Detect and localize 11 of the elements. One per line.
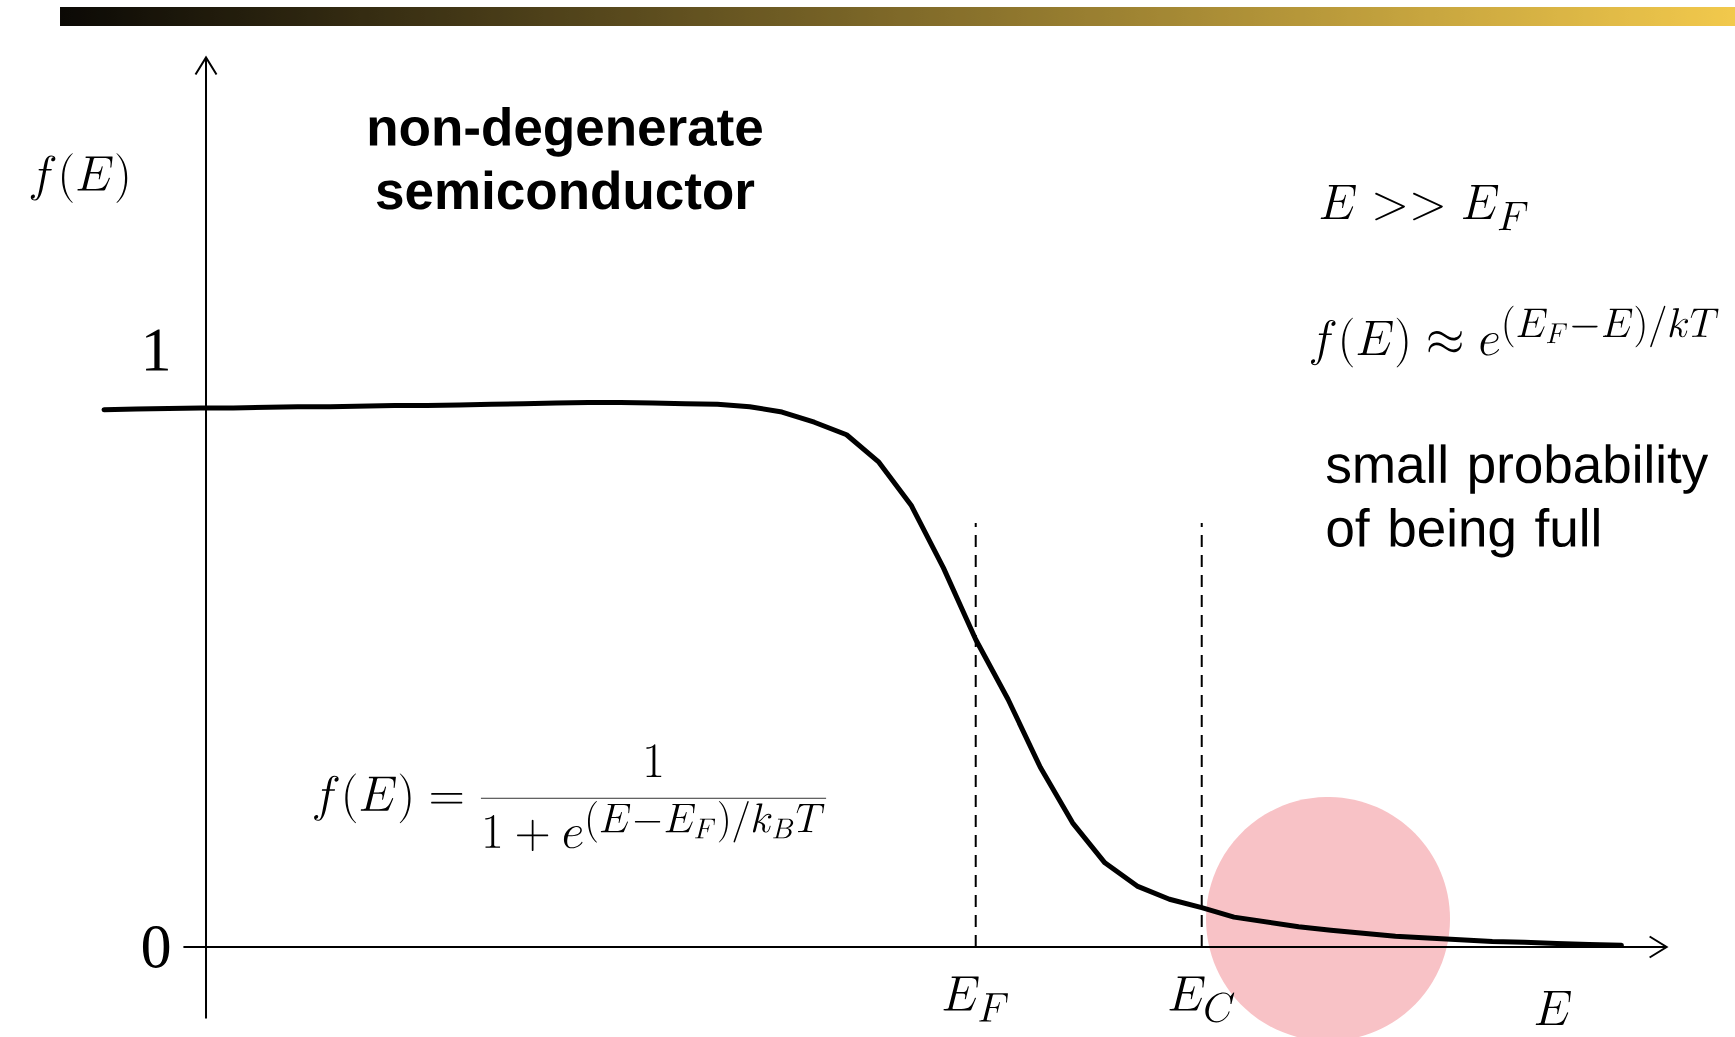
y-tick-label: 1: [146, 329, 168, 371]
annotation: $f(E)=\frac{1}{1+e^{(E-E_F)/k_BT}}$: [314, 744, 827, 852]
text: non-degenerate semiconductor: [369, 107, 762, 210]
annotation: $E>>E_F$: [1320, 185, 1528, 231]
annotation: $f(E)\approx e^{(E_F-E)/kT}$: [1310, 305, 1719, 368]
x-tick-label: $E_C$: [1169, 976, 1235, 1023]
x-axis-title: $E$: [1535, 991, 1571, 1025]
x-tick-label: $E_F$: [943, 976, 1008, 1022]
annotation: small probability of being full: [1326, 444, 1709, 558]
y-axis-title: $f(E)$: [30, 153, 128, 203]
y-tick-label: 0: [142, 926, 170, 968]
